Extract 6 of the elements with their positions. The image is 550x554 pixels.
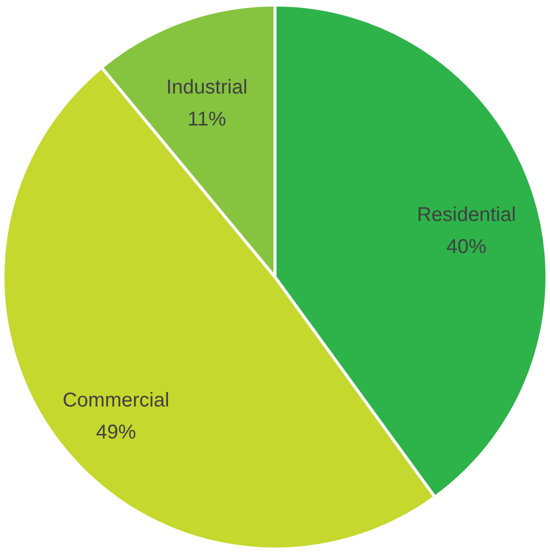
slice-label: Residential <box>416 204 516 226</box>
slice-label: Commercial <box>62 389 170 412</box>
slice-label: Industrial <box>166 76 248 99</box>
data-label: 11% <box>188 108 226 131</box>
data-label: 40% <box>446 236 487 258</box>
data-label: 49% <box>96 421 136 444</box>
